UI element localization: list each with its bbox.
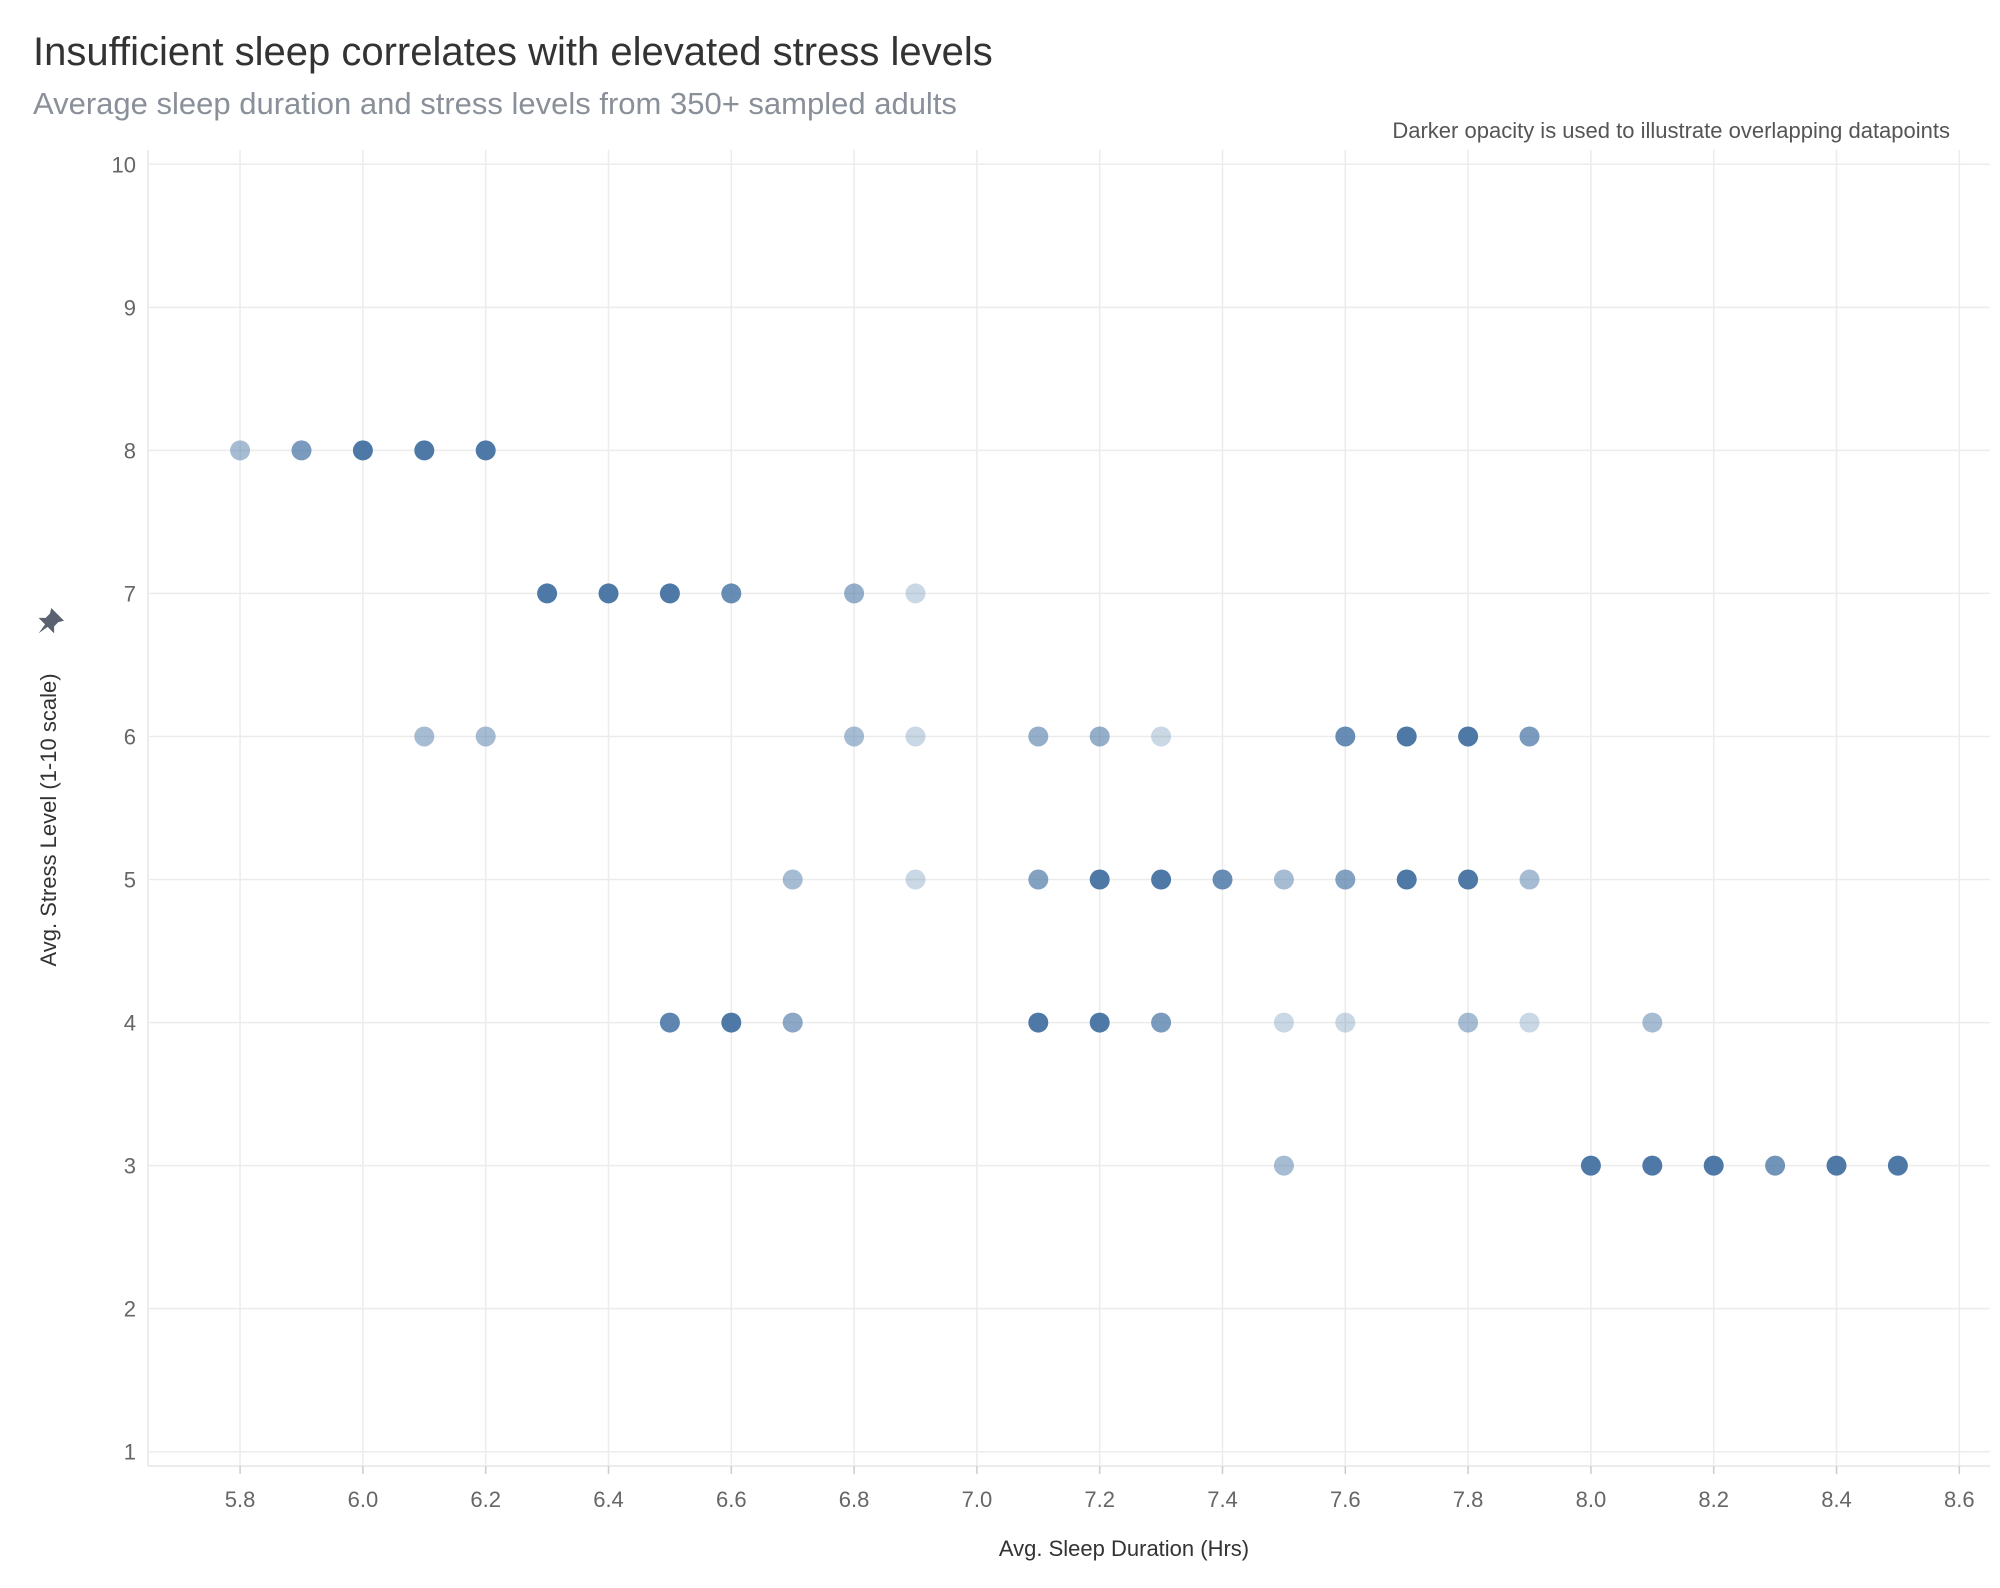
scatter-point[interactable] bbox=[1765, 1155, 1786, 1176]
scatter-point[interactable] bbox=[475, 726, 496, 747]
scatter-point[interactable] bbox=[1519, 1012, 1540, 1033]
x-axis-ticks: 5.8 6.0 6.2 6.4 6.6 6.8 7.0 7.2 7.4 7.6 7.8 8.0 8.2 8… bbox=[225, 1487, 1975, 1512]
scatter-point[interactable] bbox=[905, 726, 926, 747]
scatter-point[interactable] bbox=[1396, 726, 1417, 747]
scatter-point[interactable] bbox=[659, 1012, 680, 1033]
y-axis-ticks: 1 2 3 4 5 6 7 8 9 10 bbox=[112, 152, 136, 1464]
scatter-point[interactable] bbox=[352, 440, 373, 461]
x-tick-label: 8.2 bbox=[1698, 1487, 1729, 1512]
scatter-point[interactable] bbox=[844, 726, 865, 747]
y-axis-label: Avg. Stress Level (1-10 scale) bbox=[36, 673, 61, 966]
y-tick-label: 4 bbox=[124, 1011, 136, 1036]
scatter-point[interactable] bbox=[230, 440, 251, 461]
x-tick-label: 7.2 bbox=[1084, 1487, 1115, 1512]
scatter-point[interactable] bbox=[1089, 1012, 1110, 1033]
chart-title: Insufficient sleep correlates with eleva… bbox=[33, 30, 993, 74]
scatter-point[interactable] bbox=[291, 440, 312, 461]
scatter-point[interactable] bbox=[1642, 1155, 1663, 1176]
scatter-point[interactable] bbox=[1273, 1012, 1294, 1033]
scatter-point[interactable] bbox=[1519, 869, 1540, 890]
scatter-point[interactable] bbox=[782, 1012, 803, 1033]
scatter-point[interactable] bbox=[1151, 869, 1172, 890]
y-tick-label: 7 bbox=[124, 581, 136, 606]
scatter-point[interactable] bbox=[1273, 869, 1294, 890]
scatter-point[interactable] bbox=[1028, 726, 1049, 747]
scatter-point[interactable] bbox=[1580, 1155, 1601, 1176]
chart-subtitle: Average sleep duration and stress levels… bbox=[33, 86, 957, 121]
scatter-point[interactable] bbox=[1642, 1012, 1663, 1033]
scatter-point[interactable] bbox=[659, 583, 680, 604]
scatter-point[interactable] bbox=[1887, 1155, 1908, 1176]
scatter-point[interactable] bbox=[598, 583, 619, 604]
scatter-point[interactable] bbox=[1089, 869, 1110, 890]
x-tick-label: 7.4 bbox=[1207, 1487, 1238, 1512]
data-points bbox=[230, 440, 1908, 1176]
y-tick-label: 2 bbox=[124, 1297, 136, 1322]
scatter-point[interactable] bbox=[537, 583, 558, 604]
scatter-point[interactable] bbox=[1273, 1155, 1294, 1176]
y-tick-label: 5 bbox=[124, 868, 136, 893]
scatter-point[interactable] bbox=[414, 440, 435, 461]
scatter-point[interactable] bbox=[721, 583, 742, 604]
y-tick-label: 9 bbox=[124, 295, 136, 320]
x-tick-label: 6.8 bbox=[839, 1487, 870, 1512]
x-tick-label: 7.8 bbox=[1453, 1487, 1484, 1512]
scatter-point[interactable] bbox=[905, 869, 926, 890]
scatter-point[interactable] bbox=[1826, 1155, 1847, 1176]
x-tick-label: 6.0 bbox=[348, 1487, 379, 1512]
x-tick-label: 7.0 bbox=[962, 1487, 993, 1512]
x-tick-label: 8.6 bbox=[1944, 1487, 1975, 1512]
x-tick-label: 8.0 bbox=[1576, 1487, 1607, 1512]
scatter-point[interactable] bbox=[844, 583, 865, 604]
y-tick-label: 3 bbox=[124, 1154, 136, 1179]
scatter-point[interactable] bbox=[1028, 1012, 1049, 1033]
scatter-point[interactable] bbox=[1519, 726, 1540, 747]
scatter-point[interactable] bbox=[1458, 726, 1479, 747]
y-tick-label: 8 bbox=[124, 438, 136, 463]
x-tick-label: 5.8 bbox=[225, 1487, 256, 1512]
scatter-point[interactable] bbox=[414, 726, 435, 747]
scatter-point[interactable] bbox=[721, 1012, 742, 1033]
x-tick-label: 8.4 bbox=[1821, 1487, 1852, 1512]
scatter-point[interactable] bbox=[1335, 869, 1356, 890]
scatter-point[interactable] bbox=[1458, 1012, 1479, 1033]
x-tick-label: 7.6 bbox=[1330, 1487, 1361, 1512]
x-tick-label: 6.2 bbox=[470, 1487, 501, 1512]
x-tick-label: 6.4 bbox=[593, 1487, 624, 1512]
pin-icon[interactable] bbox=[31, 607, 66, 642]
scatter-point[interactable] bbox=[905, 583, 926, 604]
scatter-point[interactable] bbox=[1151, 1012, 1172, 1033]
y-tick-label: 1 bbox=[124, 1440, 136, 1465]
scatter-point[interactable] bbox=[1151, 726, 1172, 747]
scatter-point[interactable] bbox=[1703, 1155, 1724, 1176]
scatter-point[interactable] bbox=[475, 440, 496, 461]
x-tick-label: 6.6 bbox=[716, 1487, 747, 1512]
y-tick-label: 10 bbox=[112, 152, 136, 177]
x-axis-label: Avg. Sleep Duration (Hrs) bbox=[999, 1536, 1249, 1561]
scatter-point[interactable] bbox=[1028, 869, 1049, 890]
scatter-point[interactable] bbox=[1335, 726, 1356, 747]
scatter-point[interactable] bbox=[1335, 1012, 1356, 1033]
scatter-point[interactable] bbox=[782, 869, 803, 890]
gridlines bbox=[147, 150, 1990, 1474]
y-tick-label: 6 bbox=[124, 724, 136, 749]
opacity-note: Darker opacity is used to illustrate ove… bbox=[1392, 118, 1950, 143]
scatter-point[interactable] bbox=[1458, 869, 1479, 890]
scatter-point[interactable] bbox=[1212, 869, 1233, 890]
scatter-point[interactable] bbox=[1089, 726, 1110, 747]
scatter-point[interactable] bbox=[1396, 869, 1417, 890]
